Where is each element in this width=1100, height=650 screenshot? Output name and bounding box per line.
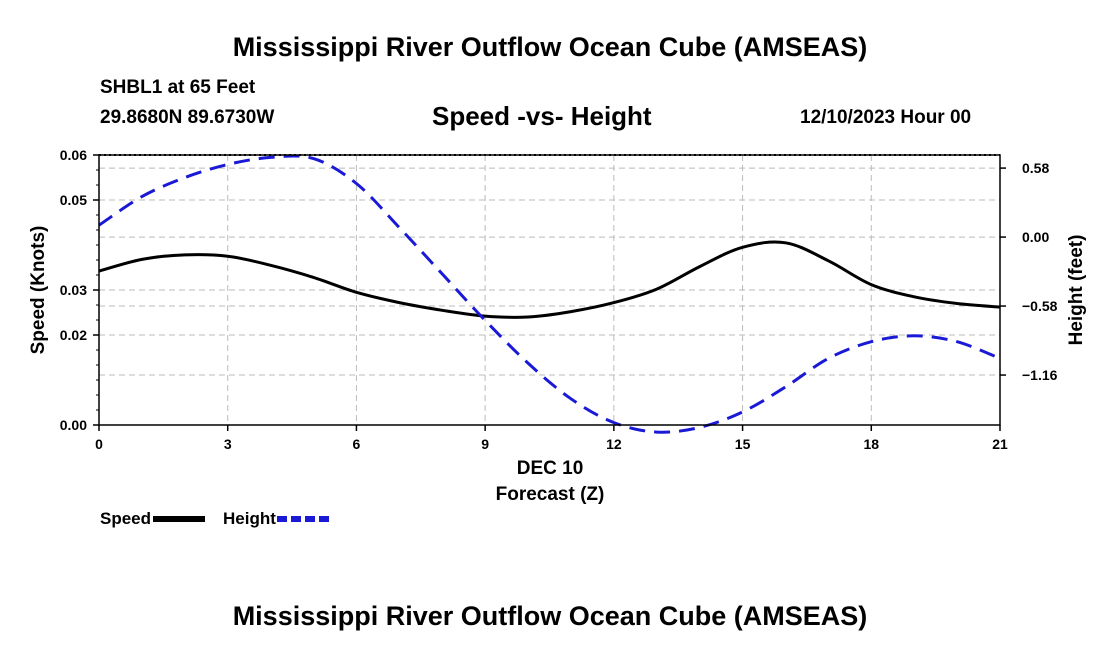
chart-title: Speed -vs- Height (432, 101, 652, 131)
y2-axis-label: Height (feet) (1066, 235, 1087, 346)
y2-tick-label: −1.16 (1022, 367, 1058, 383)
y-tick-label: 0.03 (60, 282, 87, 298)
y-tick-label: 0.02 (60, 327, 87, 343)
x-axis-label: Forecast (Z) (496, 484, 605, 505)
legend: Speed Height (100, 509, 329, 529)
y-tick-label: 0.06 (60, 147, 87, 163)
speed-series-line (98, 240, 1001, 319)
x-tick-label: 15 (735, 436, 751, 452)
legend-speed-label: Speed (100, 509, 152, 528)
x-tick-label: 0 (95, 436, 103, 452)
datetime-label: 12/10/2023 Hour 00 (800, 107, 972, 128)
speed-height-chart: 0 3 6 9 12 15 18 21 0.00 0.02 0.03 0.05 0.06 0.58 0.00… (28, 147, 1087, 505)
series-layer (98, 154, 1001, 434)
x-tick-label: 12 (606, 436, 622, 452)
coordinates-label: 29.8680N 89.6730W (100, 107, 275, 128)
tick-layer: 0 3 6 9 12 15 18 21 0.00 0.02 0.03 0.05 0.06 0.58 0.00… (60, 147, 1058, 452)
y2-tick-label: −0.58 (1022, 298, 1058, 314)
x-tick-label: 18 (863, 436, 879, 452)
y2-tick-label: 0.58 (1022, 160, 1049, 176)
y-tick-label: 0.00 (60, 417, 87, 433)
legend-speed-swatch (153, 516, 206, 522)
legend-height-label: Height (223, 509, 276, 528)
x-axis-date-label: DEC 10 (517, 458, 584, 479)
height-series-line (98, 154, 1001, 434)
x-tick-label: 21 (992, 436, 1008, 452)
station-label: SHBL1 at 65 Feet (100, 77, 256, 98)
bottom-title: Mississippi River Outflow Ocean Cube (AM… (232, 601, 868, 631)
y2-tick-label: 0.00 (1022, 229, 1049, 245)
grid-layer (99, 154, 1000, 425)
legend-height-swatch (276, 516, 329, 522)
y-tick-label: 0.05 (60, 192, 87, 208)
x-tick-label: 6 (353, 436, 361, 452)
x-tick-label: 3 (224, 436, 232, 452)
y-axis-label: Speed (Knots) (28, 226, 49, 355)
main-title: Mississippi River Outflow Ocean Cube (AM… (232, 32, 868, 62)
x-tick-label: 9 (481, 436, 489, 452)
